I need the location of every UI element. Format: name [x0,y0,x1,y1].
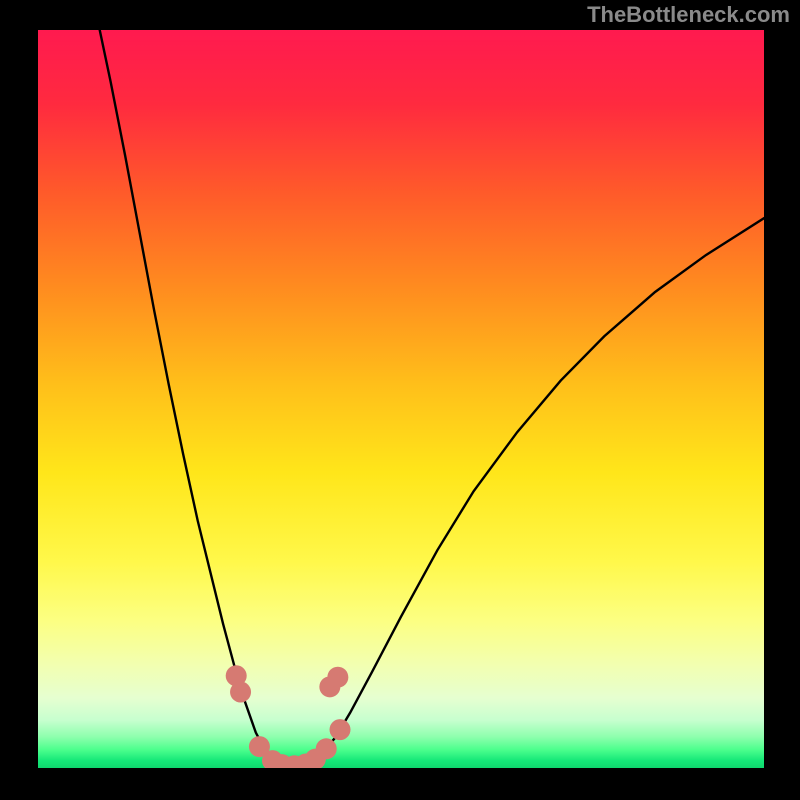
plot-area [38,30,764,768]
data-marker [230,681,251,702]
watermark-text: TheBottleneck.com [587,2,790,28]
data-marker [316,738,337,759]
data-marker [327,667,348,688]
bottleneck-chart [0,0,800,800]
chart-frame [0,0,800,800]
data-marker [330,719,351,740]
